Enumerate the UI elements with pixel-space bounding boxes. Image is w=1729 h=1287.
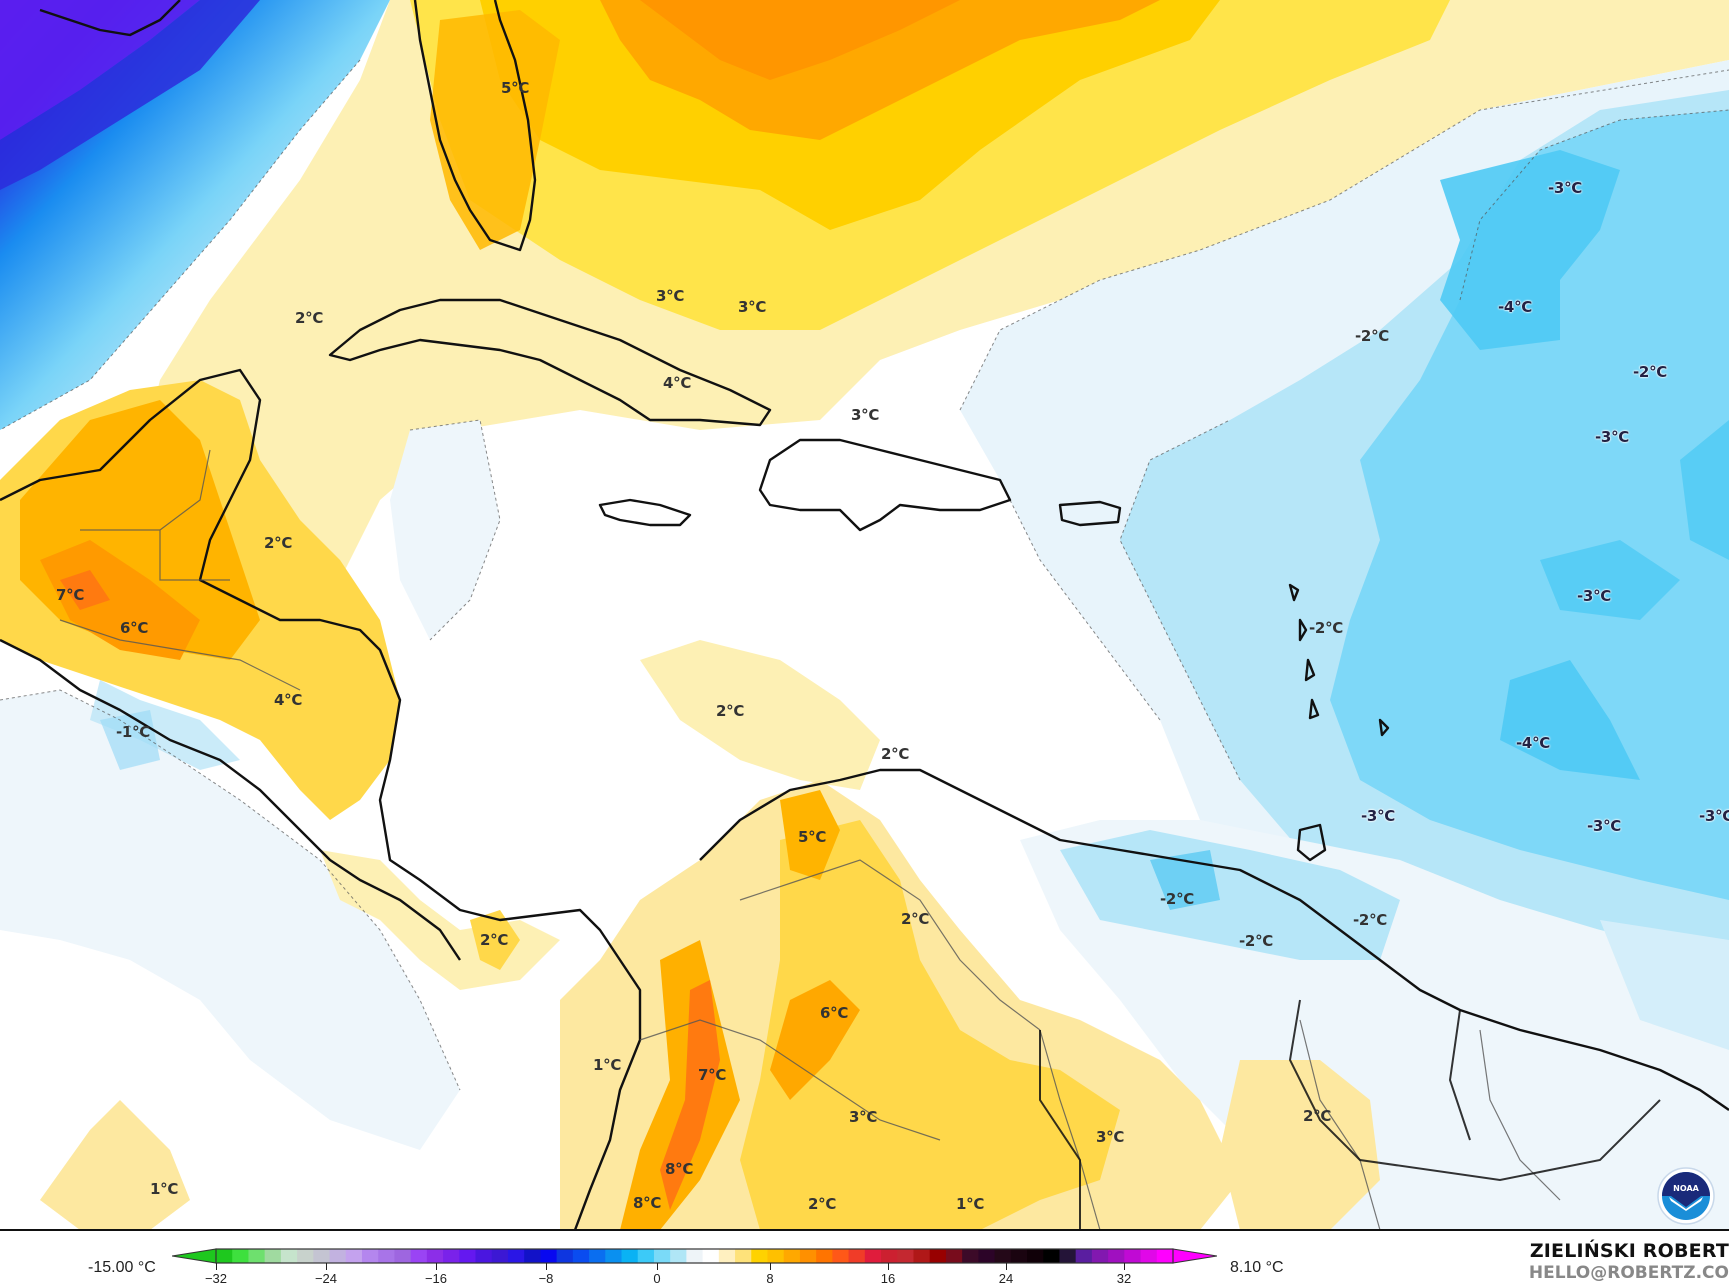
colorbar-tick-mark bbox=[326, 1263, 327, 1270]
map-frame-border bbox=[0, 1229, 1729, 1231]
temperature-label: 3°C bbox=[1095, 1128, 1125, 1146]
temperature-label: -3°C bbox=[1361, 807, 1395, 825]
colorbar-tick-label: −8 bbox=[538, 1271, 554, 1286]
temperature-label: 7°C bbox=[697, 1066, 727, 1084]
colorbar-tick-label: 24 bbox=[998, 1271, 1014, 1286]
temperature-label: -2°C bbox=[1353, 911, 1387, 929]
colorbar-tick-mark bbox=[1124, 1263, 1125, 1270]
colorbar-max-arrow bbox=[1172, 1248, 1217, 1264]
colorbar-tick-label: −16 bbox=[424, 1271, 448, 1286]
temperature-label: -3°C bbox=[1548, 179, 1582, 197]
author-email[interactable]: HELLO@ROBERTZ.CO bbox=[1528, 1263, 1729, 1283]
temperature-label: -3°C bbox=[1595, 428, 1629, 446]
colorbar-tick-label: 8 bbox=[766, 1271, 774, 1286]
colorbar-tick-label: 32 bbox=[1116, 1271, 1132, 1286]
map-shading bbox=[0, 0, 1729, 1230]
temperature-label: -2°C bbox=[1355, 327, 1389, 345]
temperature-label: 2°C bbox=[479, 931, 509, 949]
colorbar-tick-mark bbox=[546, 1263, 547, 1270]
temperature-label: 1°C bbox=[592, 1056, 622, 1074]
colorbar-tick-label: 0 bbox=[653, 1271, 661, 1286]
temperature-label: -2°C bbox=[1633, 363, 1667, 381]
colorbar bbox=[172, 1248, 1217, 1264]
temperature-label: -3°C bbox=[1699, 807, 1729, 825]
temperature-label: 3°C bbox=[848, 1108, 878, 1126]
colorbar-tick-label: −24 bbox=[314, 1271, 338, 1286]
temperature-label: 6°C bbox=[819, 1004, 849, 1022]
temperature-label: -2°C bbox=[1309, 619, 1343, 637]
colorbar-tick-mark bbox=[888, 1263, 889, 1270]
temperature-label: 5°C bbox=[500, 79, 530, 97]
temperature-label: 8°C bbox=[664, 1160, 694, 1178]
colorbar-tick-label: −32 bbox=[204, 1271, 228, 1286]
author-name: ZIELIŃSKI ROBERT bbox=[1529, 1240, 1729, 1262]
temperature-label: 3°C bbox=[655, 287, 685, 305]
temperature-label: 4°C bbox=[273, 691, 303, 709]
temperature-map bbox=[0, 0, 1729, 1230]
temperature-label: 2°C bbox=[294, 309, 324, 327]
colorbar-tick-mark bbox=[1006, 1263, 1007, 1270]
temperature-label: 2°C bbox=[807, 1195, 837, 1213]
temperature-label: 1°C bbox=[955, 1195, 985, 1213]
temperature-label: 2°C bbox=[1302, 1107, 1332, 1125]
colorbar-max-label: 8.10 °C bbox=[1230, 1259, 1284, 1276]
temperature-label: -4°C bbox=[1498, 298, 1532, 316]
colorbar-min-label: -15.00 °C bbox=[88, 1259, 156, 1276]
colorbar-tick-mark bbox=[657, 1263, 658, 1270]
colorbar-min-arrow bbox=[172, 1248, 217, 1264]
temperature-label: -3°C bbox=[1577, 587, 1611, 605]
colorbar-tick-mark bbox=[770, 1263, 771, 1270]
temperature-label: 1°C bbox=[149, 1180, 179, 1198]
noaa-logo-text: NOAA bbox=[1673, 1184, 1699, 1193]
temperature-label: -1°C bbox=[116, 723, 150, 741]
colorbar-tick-label: 16 bbox=[880, 1271, 896, 1286]
temperature-label: 2°C bbox=[880, 745, 910, 763]
temperature-label: 5°C bbox=[797, 828, 827, 846]
temperature-label: -3°C bbox=[1587, 817, 1621, 835]
colorbar-tick-mark bbox=[436, 1263, 437, 1270]
temperature-label: -2°C bbox=[1239, 932, 1273, 950]
colorbar-tick-mark bbox=[216, 1263, 217, 1270]
temperature-label: -2°C bbox=[1160, 890, 1194, 908]
temperature-label: 7°C bbox=[55, 586, 85, 604]
temperature-label: 3°C bbox=[850, 406, 880, 424]
temperature-label: 2°C bbox=[900, 910, 930, 928]
temperature-label: 2°C bbox=[715, 702, 745, 720]
temperature-label: 2°C bbox=[263, 534, 293, 552]
temperature-label: -4°C bbox=[1516, 734, 1550, 752]
temperature-label: 3°C bbox=[737, 298, 767, 316]
noaa-logo: NOAA bbox=[1657, 1167, 1715, 1225]
temperature-label: 4°C bbox=[662, 374, 692, 392]
temperature-label: 8°C bbox=[632, 1194, 662, 1212]
temperature-label: 6°C bbox=[119, 619, 149, 637]
